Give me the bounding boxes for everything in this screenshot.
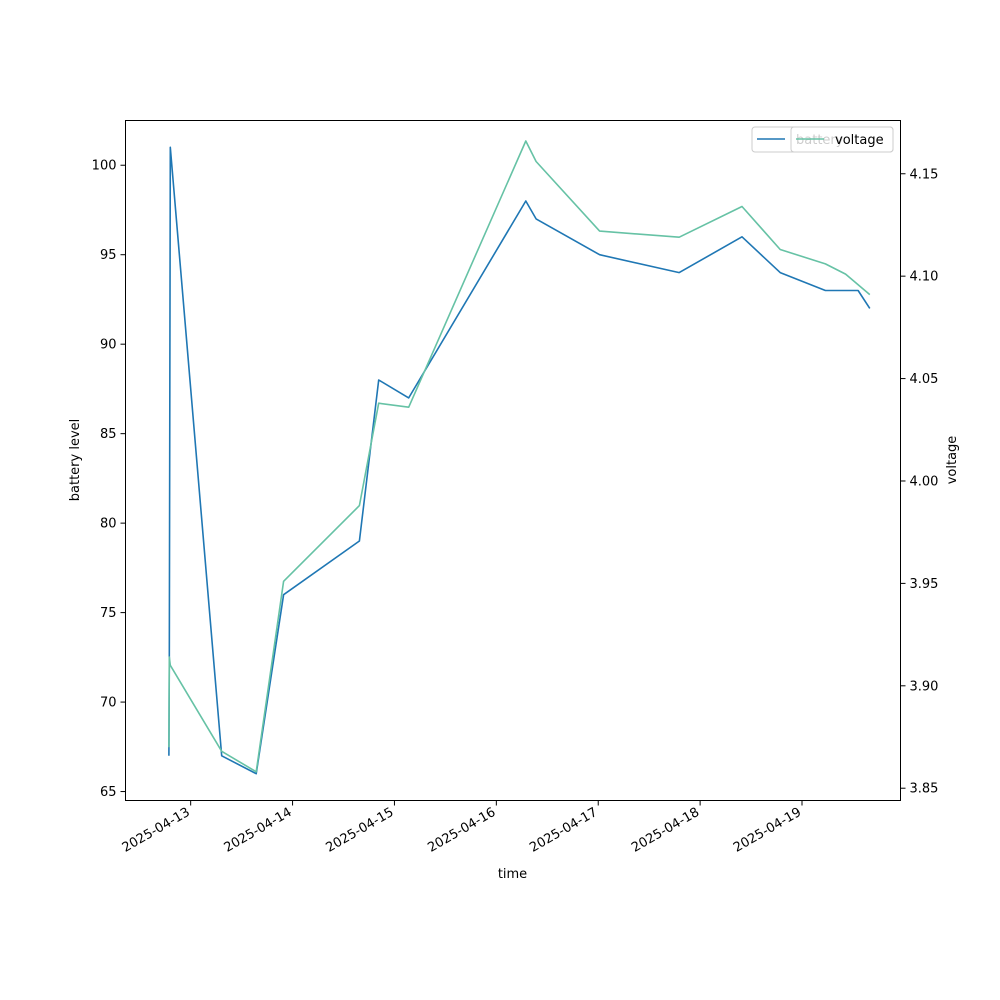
y-left-tick-label: 80 bbox=[100, 517, 117, 532]
y-left-tick-label: 95 bbox=[100, 248, 117, 263]
y-left-axis-label: battery level bbox=[68, 419, 83, 502]
y-left-tick-label: 65 bbox=[100, 785, 117, 800]
series-layer bbox=[168, 140, 871, 775]
y-right-tick-label: 4.10 bbox=[910, 270, 939, 285]
x-tick-label: 2025-04-19 bbox=[731, 805, 804, 856]
y-right-tick-label: 3.85 bbox=[910, 782, 939, 797]
x-tick-label: 2025-04-16 bbox=[425, 805, 498, 856]
x-axis: 2025-04-13 2025-04-14 2025-04-15 2025-04-16… bbox=[120, 800, 804, 856]
y-left-tick-label: 85 bbox=[100, 427, 117, 442]
x-tick-label: 2025-04-15 bbox=[324, 805, 397, 856]
y-right-tick-label: 3.95 bbox=[910, 577, 939, 592]
y-left-tick-label: 70 bbox=[100, 696, 117, 711]
legend-label: voltage bbox=[835, 133, 884, 148]
y-right-axis-label: voltage bbox=[945, 436, 960, 485]
legend-layer: batteryvoltage bbox=[751, 126, 894, 153]
legend-box bbox=[790, 126, 894, 153]
y-right-tick-label: 4.05 bbox=[910, 372, 939, 387]
x-tick-label: 2025-04-14 bbox=[222, 805, 295, 856]
y-left-axis: 65 70 75 80 85 90 95 100 bbox=[92, 159, 126, 800]
series-line-battery bbox=[168, 146, 871, 775]
y-right-tick-label: 4.00 bbox=[910, 474, 939, 489]
y-left-tick-label: 90 bbox=[100, 338, 117, 353]
plot-frame bbox=[125, 120, 901, 801]
x-tick-label: 2025-04-13 bbox=[120, 805, 193, 856]
legend-2: voltage bbox=[790, 126, 894, 153]
y-left-tick-label: 100 bbox=[92, 159, 117, 174]
x-tick-label: 2025-04-17 bbox=[527, 805, 600, 856]
x-axis-label: time bbox=[498, 867, 527, 882]
series-line-voltage bbox=[168, 140, 871, 773]
y-right-axis: 3.85 3.90 3.95 4.00 4.05 4.10 4.15 bbox=[900, 167, 939, 797]
y-right-tick-label: 4.15 bbox=[910, 167, 939, 182]
y-left-tick-label: 75 bbox=[100, 606, 117, 621]
y-right-tick-label: 3.90 bbox=[910, 679, 939, 694]
x-tick-label: 2025-04-18 bbox=[629, 805, 702, 856]
